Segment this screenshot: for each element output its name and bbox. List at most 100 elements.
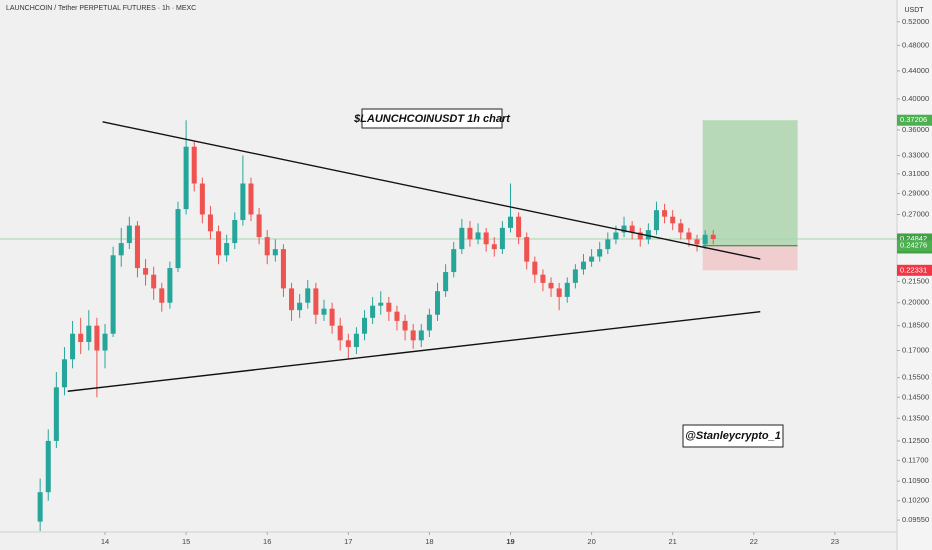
candle-body — [216, 231, 222, 256]
y-tick-label: 0.18500 — [902, 321, 929, 330]
candle-body — [564, 282, 570, 297]
y-tick-label: 0.09550 — [902, 515, 929, 524]
candle-body — [645, 230, 651, 240]
candle-body — [224, 243, 230, 256]
candle-body — [370, 305, 376, 318]
candle-body — [78, 333, 84, 342]
candle-body — [459, 227, 465, 250]
candle-body — [126, 225, 132, 244]
candle-body — [167, 268, 173, 303]
y-tick-label: 0.12500 — [902, 436, 929, 445]
candle-body — [37, 492, 43, 522]
y-tick-label: 0.10900 — [902, 476, 929, 485]
candle-body — [61, 359, 67, 388]
candle-body — [143, 268, 149, 275]
x-tick-label: 20 — [587, 537, 595, 546]
x-tick-label: 21 — [669, 537, 677, 546]
candle-body — [524, 237, 530, 262]
last-price-tag — [897, 233, 932, 245]
chart-title: LAUNCHCOIN / Tether PERPETUAL FUTURES · … — [6, 5, 196, 12]
candle-body — [507, 216, 514, 228]
annotation: @Stanleycrypto_1 — [685, 430, 781, 442]
candle-body — [499, 227, 505, 250]
candle-body — [532, 261, 538, 275]
candle-body — [434, 291, 441, 315]
candle-body — [702, 234, 708, 245]
y-tick-label: 0.13500 — [902, 413, 929, 422]
candle-body — [426, 314, 432, 331]
candle-body — [305, 288, 311, 303]
entry-tag-label: 0.24276 — [900, 241, 927, 250]
x-tick-label: 19 — [506, 537, 514, 546]
y-tick-label: 0.29000 — [902, 188, 929, 197]
y-tick-label: 0.40000 — [902, 94, 929, 103]
candle-body — [386, 302, 392, 312]
candle-body — [53, 387, 59, 441]
x-tick-label: 18 — [425, 537, 433, 546]
candle-body — [710, 234, 716, 239]
candle-body — [483, 232, 489, 245]
candle-body — [378, 302, 384, 306]
x-tick-label: 23 — [831, 537, 839, 546]
y-tick-label: 0.52000 — [902, 17, 929, 26]
candle-body — [572, 269, 578, 283]
candle-body — [556, 288, 562, 297]
candle-body — [280, 249, 286, 289]
candle-body — [467, 227, 473, 240]
candle-body — [443, 272, 449, 292]
y-tick-label: 0.10200 — [902, 496, 929, 505]
candle-body — [621, 225, 627, 233]
candle-body — [605, 239, 611, 250]
candle-body — [548, 282, 554, 289]
candle-body — [272, 249, 278, 256]
entry-tag — [897, 240, 932, 252]
candle-body — [321, 308, 327, 315]
stop-tag-label: 0.22331 — [900, 265, 927, 274]
candle-body — [629, 225, 635, 233]
plot: 0.52000 0.48000 0.44000 0.40000 0.36000 0.330… — [0, 17, 929, 546]
candle-body — [670, 216, 676, 224]
profit-zone — [702, 120, 798, 246]
candle-body — [118, 243, 124, 256]
candle-body — [686, 232, 692, 240]
candle-body — [613, 232, 619, 240]
candle-body — [580, 261, 586, 270]
candle-body — [418, 330, 424, 341]
y-tick-label: 0.48000 — [902, 40, 929, 49]
candle-body — [345, 340, 351, 348]
candle-body — [159, 288, 165, 303]
x-tick-label: 15 — [182, 537, 190, 546]
candle-body — [402, 320, 408, 331]
y-tick-label: 0.21500 — [902, 276, 929, 285]
y-tick-label: 0.15500 — [902, 373, 929, 382]
candle-body — [134, 225, 140, 269]
trendline — [102, 121, 761, 260]
candle-body — [394, 311, 400, 321]
candle-body — [256, 214, 262, 238]
candle-body — [151, 274, 157, 289]
annotation-box — [682, 424, 784, 448]
y-tick-label: 0.27000 — [902, 209, 929, 218]
candle-body — [110, 255, 116, 334]
candle-body — [353, 333, 359, 348]
candle-body — [491, 244, 497, 250]
x-tick-label: 16 — [263, 537, 271, 546]
candle-body — [451, 249, 457, 273]
target-tag — [897, 114, 932, 126]
candle-body — [694, 239, 700, 245]
trendline — [67, 310, 761, 392]
candle-body — [264, 237, 270, 256]
candle-body — [678, 223, 684, 233]
y-tick-label: 0.36000 — [902, 125, 929, 134]
candle-body — [337, 325, 343, 341]
candle-body — [540, 274, 546, 283]
y-tick-label: 0.31000 — [902, 169, 929, 178]
candle-body — [516, 216, 522, 238]
candle-body — [653, 210, 659, 231]
last-price-tag-label: 0.24842 — [900, 234, 927, 243]
y-tick-label: 0.14500 — [902, 392, 929, 401]
candle-body — [289, 288, 295, 311]
candle-body — [475, 232, 481, 240]
